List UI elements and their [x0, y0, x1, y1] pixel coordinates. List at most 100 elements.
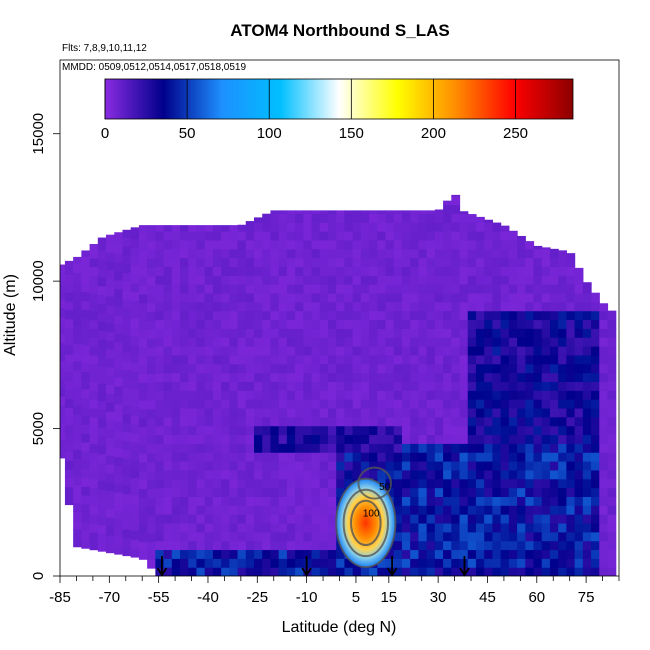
- heatmap-cell: [295, 407, 304, 418]
- heatmap-cell: [147, 479, 156, 490]
- heatmap-cell: [180, 328, 189, 338]
- heatmap-cell: [188, 275, 198, 285]
- heatmap-cell: [607, 425, 617, 436]
- heatmap-cell: [500, 558, 510, 568]
- flight-marker-arrow: [301, 556, 312, 577]
- heatmap-cell: [254, 487, 263, 497]
- heatmap-cell: [204, 248, 214, 259]
- heatmap-cell: [492, 239, 502, 250]
- heatmap-cell: [558, 469, 567, 480]
- heatmap-cell: [599, 461, 609, 471]
- heatmap-cell: [295, 443, 304, 453]
- heatmap-cell: [393, 337, 403, 347]
- heatmap-cell: [599, 487, 609, 497]
- heatmap-cell: [114, 244, 124, 254]
- heatmap-cell: [533, 407, 543, 418]
- heatmap-cell: [114, 430, 124, 440]
- heatmap-cell: [303, 478, 313, 489]
- heatmap-cell: [278, 239, 288, 250]
- heatmap-cell: [64, 274, 74, 284]
- heatmap-cell: [541, 328, 551, 338]
- heatmap-cell: [73, 343, 82, 353]
- heatmap-cell: [574, 284, 584, 294]
- heatmap-cell: [221, 284, 230, 294]
- heatmap-cell: [377, 567, 387, 576]
- heatmap-cell: [459, 301, 469, 312]
- heatmap-cell: [607, 434, 617, 444]
- heatmap-cell: [385, 213, 395, 223]
- colorbar-gradient: [104, 78, 574, 120]
- heatmap-cell: [484, 496, 494, 506]
- heatmap-cell: [130, 282, 140, 293]
- heatmap-cell: [130, 459, 140, 470]
- heatmap-cell: [410, 210, 420, 214]
- heatmap-cell: [278, 531, 288, 542]
- heatmap-cell: [451, 194, 461, 197]
- heatmap-cell: [426, 310, 436, 321]
- heatmap-cell: [122, 484, 132, 495]
- heatmap-cell: [401, 558, 411, 568]
- heatmap-cell: [212, 266, 222, 276]
- heatmap-cell: [508, 522, 518, 533]
- heatmap-cell: [426, 319, 436, 329]
- heatmap-cell: [237, 310, 247, 321]
- heatmap-cell: [254, 275, 263, 285]
- heatmap-cell: [188, 257, 198, 267]
- heatmap-cell: [163, 231, 173, 241]
- heatmap-cell: [237, 549, 247, 559]
- heatmap-cell: [212, 328, 222, 338]
- heatmap-cell: [451, 301, 461, 312]
- heatmap-cell: [286, 210, 296, 214]
- heatmap-cell: [254, 514, 263, 524]
- heatmap-cell: [295, 461, 304, 471]
- heatmap-cell: [303, 239, 313, 250]
- heatmap-cell: [377, 337, 387, 347]
- heatmap-cell: [451, 505, 461, 515]
- heatmap-cell: [130, 415, 140, 425]
- heatmap-cell: [459, 363, 469, 374]
- heatmap-cell: [443, 540, 452, 551]
- heatmap-cell: [89, 514, 99, 524]
- heatmap-cell: [286, 222, 296, 232]
- heatmap-cell: [558, 399, 567, 409]
- heatmap-cell: [484, 328, 494, 338]
- x-tick-label: 5: [352, 589, 360, 606]
- heatmap-cell: [64, 407, 74, 417]
- heatmap-cell: [459, 248, 469, 259]
- heatmap-cell: [229, 416, 239, 427]
- heatmap-cell: [418, 558, 428, 568]
- heatmap-cell: [500, 452, 510, 462]
- heatmap-cell: [81, 441, 91, 452]
- heatmap-cell: [286, 540, 296, 551]
- heatmap-cell: [443, 425, 452, 436]
- heatmap-cell: [147, 293, 156, 304]
- heatmap-cell: [541, 416, 551, 427]
- heatmap-cell: [492, 222, 502, 232]
- heatmap-cell: [443, 478, 452, 489]
- heatmap-cell: [443, 310, 452, 321]
- heatmap-cell: [393, 328, 403, 338]
- heatmap-cell: [188, 522, 198, 533]
- heatmap-cell: [327, 301, 337, 312]
- heatmap-cell: [393, 275, 403, 285]
- heatmap-cell: [278, 328, 288, 338]
- heatmap-cell: [237, 540, 247, 551]
- heatmap-cell: [130, 388, 140, 399]
- heatmap-cell: [97, 400, 107, 411]
- heatmap-cell: [147, 426, 156, 436]
- flight-markers: [156, 556, 470, 577]
- heatmap-cell: [229, 301, 239, 312]
- heatmap-cell: [303, 399, 313, 409]
- heatmap-cell: [599, 522, 609, 533]
- heatmap-cell: [254, 239, 263, 250]
- heatmap-cell: [393, 540, 403, 551]
- heatmap-cell: [155, 496, 165, 506]
- heatmap-cell: [155, 452, 165, 462]
- heatmap-cell: [286, 567, 296, 576]
- heatmap-cell: [262, 487, 272, 497]
- heatmap-cell: [541, 346, 551, 356]
- heatmap-cell: [295, 257, 304, 267]
- heatmap-cell: [319, 284, 329, 294]
- heatmap-cell: [451, 195, 461, 206]
- heatmap-cell: [484, 275, 494, 285]
